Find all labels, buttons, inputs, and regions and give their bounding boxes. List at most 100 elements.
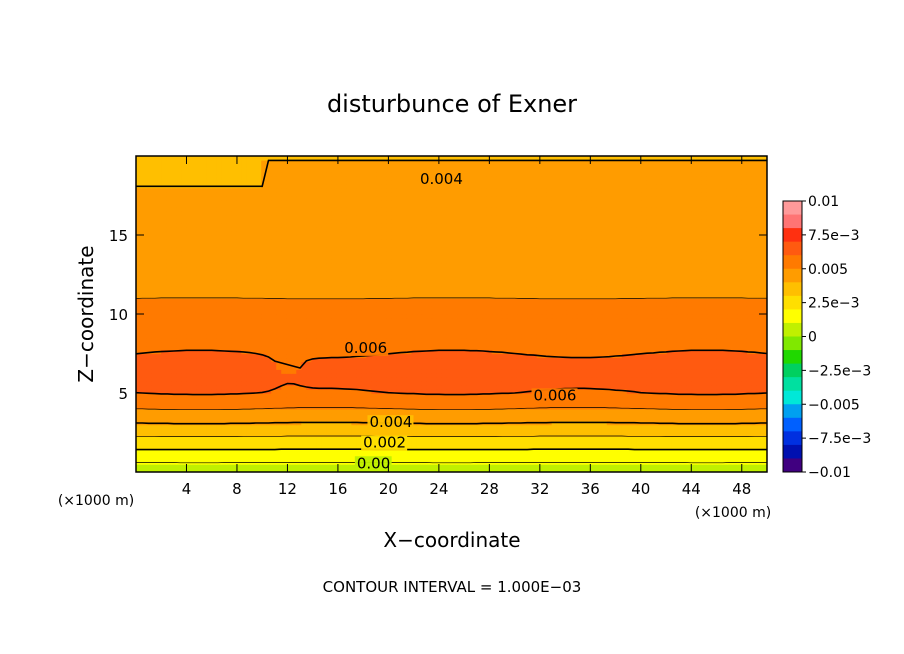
field-cell xyxy=(316,373,322,378)
field-cell xyxy=(631,357,638,362)
field-cell xyxy=(551,385,558,390)
field-cell xyxy=(471,436,478,441)
field-cell xyxy=(461,349,468,355)
field-cell xyxy=(731,317,738,323)
field-cell xyxy=(631,321,638,327)
field-cell xyxy=(326,337,332,343)
field-cell xyxy=(331,325,337,331)
field-cell xyxy=(161,365,167,370)
field-cell xyxy=(591,317,598,323)
field-cell xyxy=(621,321,628,327)
field-cell xyxy=(181,416,187,422)
field-cell xyxy=(301,400,307,406)
field-cell xyxy=(591,385,598,390)
field-cell xyxy=(181,436,187,441)
field-cell xyxy=(756,345,763,351)
field-cell xyxy=(156,337,162,343)
field-cell xyxy=(416,456,423,461)
field-cell xyxy=(176,432,182,438)
field-cell xyxy=(676,428,683,434)
field-cell xyxy=(161,436,167,441)
field-cell xyxy=(481,436,488,441)
field-cell xyxy=(531,349,538,355)
field-cell xyxy=(616,365,623,370)
field-cell xyxy=(406,396,413,402)
field-cell xyxy=(531,317,538,323)
field-cell xyxy=(301,357,307,362)
field-cell xyxy=(431,365,438,370)
field-cell xyxy=(246,337,252,343)
field-cell xyxy=(571,337,578,343)
field-cell xyxy=(296,456,302,461)
field-cell xyxy=(531,373,538,378)
field-cell xyxy=(616,381,623,386)
field-cell xyxy=(211,432,217,438)
field-cell xyxy=(461,369,468,374)
field-cell xyxy=(466,389,473,394)
field-cell xyxy=(666,345,673,351)
field-cell xyxy=(536,428,543,434)
field-cell xyxy=(596,464,603,469)
field-cell xyxy=(666,373,673,378)
field-cell xyxy=(761,329,767,335)
field-cell xyxy=(566,337,573,343)
field-cell xyxy=(231,381,237,386)
field-cell xyxy=(261,337,267,343)
field-cell xyxy=(256,408,262,414)
field-cell xyxy=(151,456,157,461)
field-cell xyxy=(696,349,703,355)
field-cell xyxy=(546,436,553,441)
field-cell xyxy=(491,385,498,390)
field-cell xyxy=(621,428,628,434)
field-cell xyxy=(631,381,638,386)
field-cell xyxy=(681,381,688,386)
field-cell xyxy=(386,452,393,457)
field-cell xyxy=(201,436,207,441)
field-cell xyxy=(476,456,483,461)
field-cell xyxy=(381,400,387,406)
field-cell xyxy=(471,314,478,319)
field-cell xyxy=(576,428,583,434)
field-cell xyxy=(576,440,583,445)
field-cell xyxy=(301,329,307,335)
field-cell xyxy=(331,337,337,343)
field-cell xyxy=(361,325,367,331)
field-cell xyxy=(741,361,748,366)
field-cell xyxy=(241,325,247,331)
field-cell xyxy=(501,412,508,418)
field-cell xyxy=(236,464,242,469)
field-cell xyxy=(691,317,698,323)
field-cell xyxy=(336,321,342,327)
field-cell xyxy=(271,400,277,406)
field-cell xyxy=(511,314,518,319)
field-cell xyxy=(711,341,718,347)
field-cell xyxy=(521,369,528,374)
field-cell xyxy=(596,452,603,457)
field-cell xyxy=(286,456,292,461)
field-cell xyxy=(416,365,423,370)
field-cell xyxy=(466,325,473,331)
field-cell xyxy=(566,317,573,323)
field-cell xyxy=(616,341,623,347)
field-cell xyxy=(696,337,703,343)
field-cell xyxy=(686,408,693,414)
field-cell xyxy=(626,408,633,414)
field-cell xyxy=(281,369,287,374)
field-cell xyxy=(391,329,398,335)
field-cell xyxy=(756,357,763,362)
field-cell xyxy=(221,325,227,331)
field-cell xyxy=(706,408,713,414)
field-cell xyxy=(306,373,312,378)
field-cell xyxy=(521,377,528,382)
field-cell xyxy=(561,345,568,351)
field-cell xyxy=(371,385,377,390)
field-cell xyxy=(371,428,377,434)
field-cell xyxy=(336,361,342,366)
field-cell xyxy=(346,333,352,339)
field-cell xyxy=(611,416,618,422)
field-cell xyxy=(136,369,142,374)
field-cell xyxy=(511,365,518,370)
field-cell xyxy=(196,460,202,465)
field-cell xyxy=(496,440,503,445)
field-cell xyxy=(306,341,312,347)
